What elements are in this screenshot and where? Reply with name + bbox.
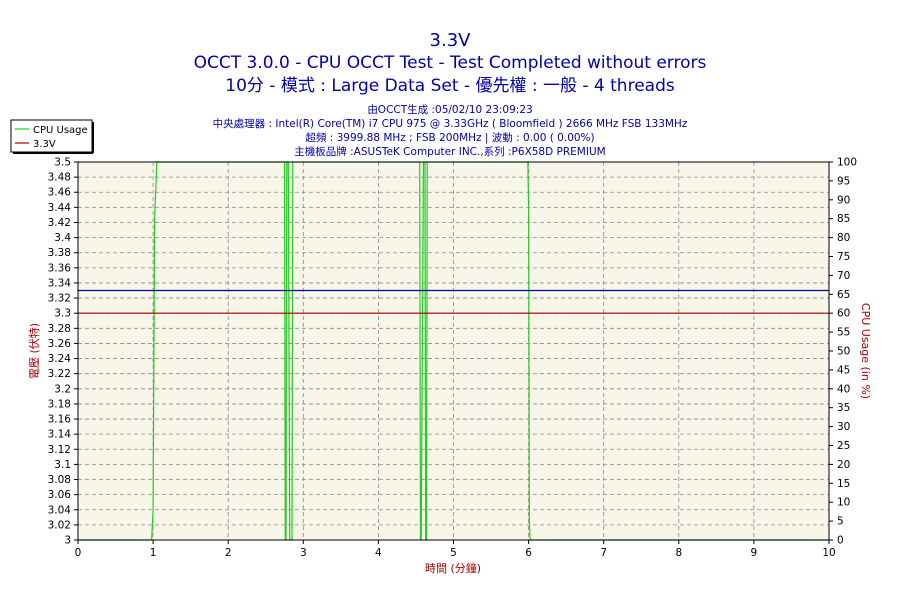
y-left-tick-label: 3.26 [48,338,72,350]
y-left-tick-label: 3.02 [48,519,71,531]
y-right-tick-label: 70 [837,270,850,282]
y-left-tick-label: 3.24 [48,353,72,365]
x-tick-label: 4 [375,547,382,559]
y-left-tick-label: 3.16 [48,414,72,426]
x-tick-label: 8 [675,547,682,559]
y-right-tick-label: 100 [837,157,857,169]
x-tick-label: 6 [525,547,532,559]
y-left-tick-label: 3.38 [48,247,71,259]
y-right-tick-label: 5 [837,516,844,528]
x-tick-label: 0 [75,547,82,559]
y-right-tick-label: 90 [837,194,850,206]
x-tick-label: 5 [450,547,457,559]
y-left-tick-label: 3.2 [54,383,71,395]
y-left-tick-label: 3.1 [54,459,71,471]
x-tick-label: 1 [150,547,157,559]
y-right-tick-label: 60 [837,308,850,320]
chart-subtitle-2: 10分 - 模式 : Large Data Set - 優先權 : 一般 - 4… [225,76,675,96]
y-left-tick-label: 3 [64,535,71,547]
y-left-tick-label: 3.34 [48,277,72,289]
y-right-tick-label: 45 [837,364,850,376]
y-right-tick-label: 75 [837,251,850,263]
y-left-tick-label: 3.14 [48,429,72,441]
y-axis-label-right: CPU Usage (in %) [859,303,872,399]
y-left-tick-label: 3.48 [48,172,71,184]
x-tick-label: 2 [225,547,232,559]
legend-box [10,119,93,153]
y-left-tick-label: 3.36 [48,262,72,274]
y-left-tick-label: 3.08 [48,474,71,486]
ticks: 0 1 2 3 4 5 6 7 8 9 1033.023.043.063.083.13.123.14… [48,157,857,560]
legend-label-voltage: 3.3V [33,139,56,150]
x-tick-label: 9 [751,547,758,559]
y-left-tick-label: 3.44 [48,202,72,214]
y-right-tick-label: 85 [837,213,850,225]
y-right-tick-label: 40 [837,383,850,395]
y-right-tick-label: 15 [837,478,850,490]
y-right-tick-label: 50 [837,346,850,358]
y-left-tick-label: 3.3 [54,308,71,320]
legend-label-cpu-usage: CPU Usage [33,125,88,136]
y-right-tick-label: 25 [837,440,850,452]
y-left-tick-label: 3.4 [54,232,71,244]
chart-subtitle-1: OCCT 3.0.0 - CPU OCCT Test - Test Comple… [194,53,707,73]
y-left-tick-label: 3.5 [54,157,71,169]
info-line-1: 由OCCT生成 :05/02/10 23:09:23 [367,103,532,116]
x-tick-label: 7 [600,547,607,559]
y-axis-label-left: 電壓 (伏特) [27,323,41,379]
y-left-tick-label: 3.22 [48,368,71,380]
x-tick-label: 10 [822,547,835,559]
grid [78,162,829,540]
y-left-tick-label: 3.32 [48,293,71,305]
y-right-tick-label: 35 [837,402,850,414]
y-left-tick-label: 3.06 [48,489,72,501]
y-left-tick-label: 3.12 [48,444,71,456]
info-line-4: 主機板品牌 :ASUSTeK Computer INC.,系列 :P6X58D … [294,145,605,158]
y-right-tick-label: 30 [837,421,850,433]
x-axis-label: 時間 (分鐘) [425,561,481,575]
info-line-2: 中央處理器 : Intel(R) Core(TM) i7 CPU 975 @ 3… [213,117,688,130]
info-line-3: 超頻 : 3999.88 MHz ; FSB 200MHz | 波動 : 0.0… [305,131,594,144]
y-right-tick-label: 80 [837,232,850,244]
x-tick-label: 3 [300,547,307,559]
y-right-tick-label: 55 [837,327,850,339]
y-right-tick-label: 95 [837,175,850,187]
chart-title: 3.3V [430,30,472,51]
y-left-tick-label: 3.42 [48,217,71,229]
y-left-tick-label: 3.18 [48,398,71,410]
y-left-tick-label: 3.04 [48,504,72,516]
y-right-tick-label: 20 [837,459,850,471]
y-right-tick-label: 0 [837,535,844,547]
legend: CPU Usage 3.3V [10,119,94,154]
y-left-tick-label: 3.28 [48,323,71,335]
y-right-tick-label: 10 [837,497,850,509]
y-right-tick-label: 65 [837,289,850,301]
y-left-tick-label: 3.46 [48,187,72,199]
